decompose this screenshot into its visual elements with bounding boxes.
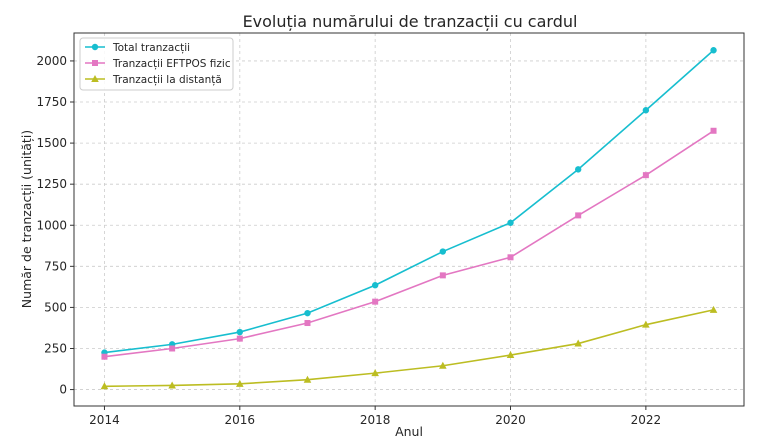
y-tick-label: 750 [44,259,67,273]
legend: Total tranzacții Tranzacții EFTPOS fizic T… [79,37,234,91]
data-point [439,361,447,369]
data-point [236,379,244,387]
data-point [507,219,514,226]
legend-marker [91,75,99,82]
series-2 [101,127,717,360]
chart-title: Evoluția numărului de tranzacții cu card… [243,12,578,31]
data-point [439,272,446,279]
y-tick-label: 500 [44,300,67,314]
data-point [575,212,582,219]
data-point [304,320,311,327]
data-point [236,335,243,342]
data-point [507,254,514,261]
legend-box [79,37,234,91]
x-tick-label: 2020 [495,413,526,427]
y-tick-label: 1000 [36,218,67,232]
data-point [100,382,109,390]
data-point [439,248,447,255]
legend-label: Tranzacții EFTPOS fizic [112,58,231,70]
grid-lines [74,33,744,406]
data-point [371,369,379,377]
legend-marker [92,60,98,66]
y-tick-label: 2000 [36,54,67,68]
data-point [101,353,108,360]
y-axis: 0 250 500 750 1000 1250 1500 1750 2000 [36,54,74,397]
y-tick-label: 250 [44,341,67,355]
series-3 [100,305,718,390]
data-point [303,375,312,383]
data-point [574,166,582,173]
series-line [104,309,714,388]
data-point [710,47,717,54]
data-point [642,172,649,179]
data-point [371,282,379,289]
data-point [506,351,515,359]
series-line [104,49,715,354]
y-tick-label: 1750 [36,95,67,109]
data-point [372,298,379,305]
data-point [642,107,650,114]
data-point [709,305,718,313]
series-1 [101,47,717,356]
y-tick-label: 1500 [36,136,67,150]
data-point [574,339,582,347]
legend-label: Tranzacții la distanță [112,74,222,86]
series-line [104,130,714,358]
legend-marker [91,43,99,51]
y-axis-label: Număr de tranzacții (unități) [19,130,34,308]
data-point [169,345,176,352]
legend-item: Tranzacții EFTPOS fizic [85,58,231,70]
y-tick-label: 1250 [36,177,67,191]
x-axis: 2014 2016 2018 2020 2022 [89,406,661,427]
x-tick-label: 2014 [89,413,120,427]
legend-label: Total tranzacții [112,42,190,54]
x-tick-label: 2016 [225,413,256,427]
data-point [710,127,717,134]
plot-frame [73,32,745,407]
data-point [168,381,176,389]
series-layer [100,47,718,390]
legend-item: Total tranzacții [85,42,190,54]
x-tick-label: 2022 [631,413,662,427]
data-point [304,309,311,317]
x-axis-label: Anul [395,424,423,439]
x-tick-label: 2018 [360,413,391,427]
y-tick-label: 0 [59,383,67,397]
data-point [236,328,244,336]
data-point [642,320,650,328]
legend-item: Tranzacții la distanță [85,74,222,86]
